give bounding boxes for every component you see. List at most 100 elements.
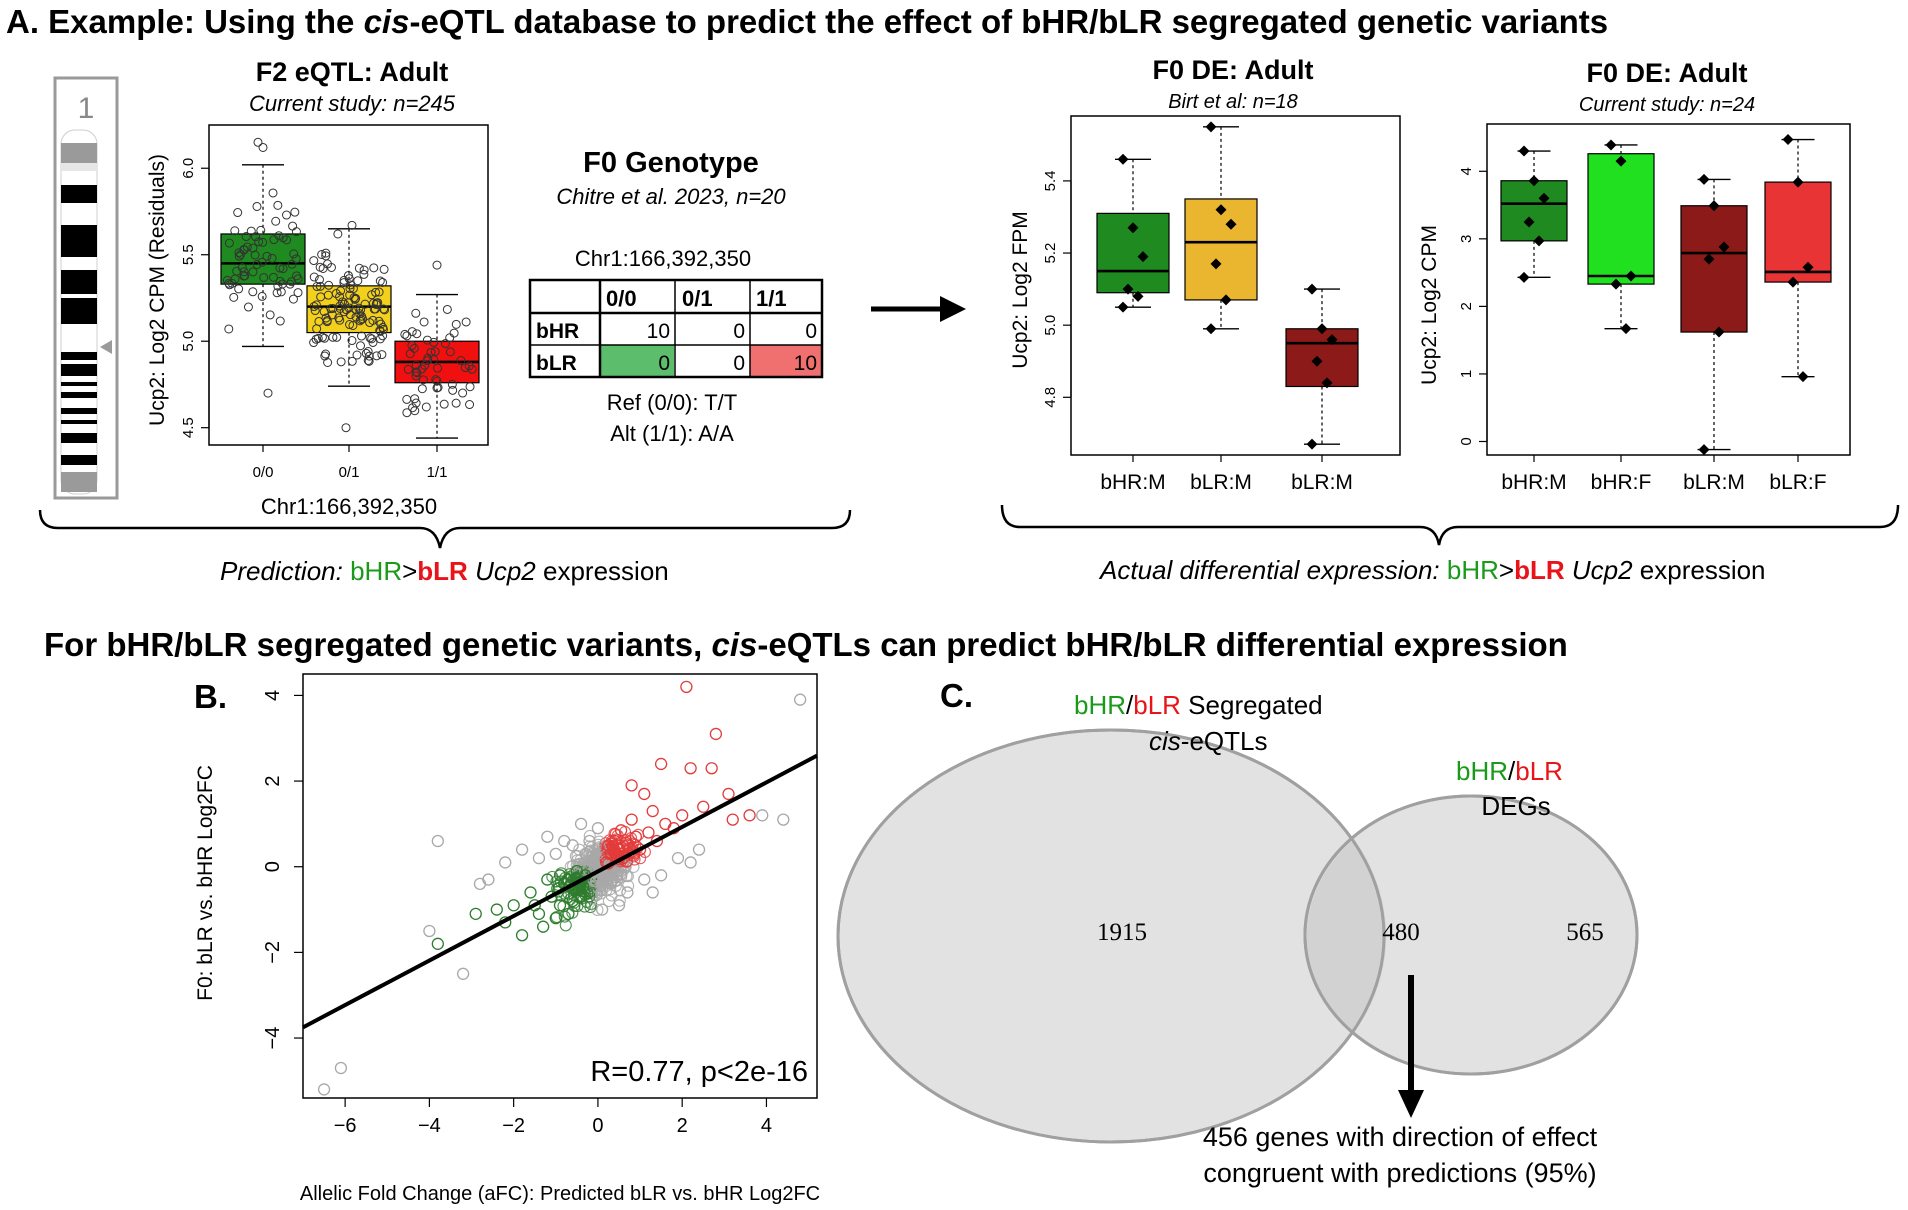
data-point (445, 347, 455, 357)
outlier-point (432, 260, 442, 270)
data-point (343, 271, 353, 281)
data-point (321, 313, 331, 323)
data-point (369, 263, 379, 273)
scatter-point (629, 830, 642, 843)
data-point (410, 394, 420, 404)
data-point (375, 276, 385, 286)
y-tick-label: 4 (1458, 167, 1475, 175)
panel-a-title: A. Example: Using the cis-eQTL database … (6, 3, 1608, 40)
data-point (248, 243, 258, 253)
box-2 (1680, 173, 1748, 456)
x-tick-label: bLR:M (1683, 471, 1745, 494)
data-point (465, 400, 475, 410)
scatter-fit (302, 753, 818, 1030)
data-point (445, 333, 455, 343)
data-point (373, 298, 383, 308)
scatter-point (638, 787, 651, 801)
data-point (348, 320, 358, 330)
data-point (239, 245, 249, 255)
data-point (234, 248, 244, 258)
genotype-ref: Ref (0/0): T/T (607, 390, 737, 415)
y-tick-label: 2 (1458, 302, 1475, 310)
data-point (378, 277, 388, 287)
brace-left (38, 509, 852, 549)
x-tick-label: 2 (677, 1115, 688, 1137)
y-tick-label: 5.2 (1042, 243, 1059, 264)
x-tick-label: −6 (334, 1115, 357, 1137)
scatter-point (617, 852, 630, 865)
data-point (407, 341, 417, 351)
scatter-point (593, 841, 606, 854)
scatter-point (583, 834, 596, 848)
data-point (1698, 173, 1710, 185)
data-point (239, 267, 249, 277)
box-1 (1587, 139, 1655, 335)
data-point (417, 384, 427, 394)
scatter-stat: R=0.77, p<2e-16 (590, 1056, 808, 1088)
scatter-point (553, 899, 567, 912)
data-point (273, 281, 283, 291)
data-point (355, 316, 365, 326)
geno-cell: 10 (647, 320, 670, 343)
data-point (467, 364, 477, 374)
data-point (320, 333, 330, 343)
data-point (360, 299, 370, 309)
data-point (442, 304, 452, 314)
brace-right (1000, 504, 1900, 546)
y-tick-label: 5.0 (1042, 315, 1059, 336)
de2-y-axis: 0 1 2 3 4 (1458, 167, 1488, 446)
cell-fill-hr (600, 345, 674, 378)
data-point (1306, 438, 1318, 450)
y-tick-label: −2 (262, 941, 284, 964)
data-point (322, 315, 332, 325)
data-point (403, 364, 413, 374)
box-iqr (1285, 328, 1359, 388)
data-point (286, 277, 296, 287)
scatter-point (684, 856, 697, 869)
data-point (400, 329, 410, 339)
eqtl-boxes (220, 137, 480, 439)
data-point (412, 329, 422, 339)
data-point (315, 262, 325, 272)
section-2-title: For bHR/bLR segregated genetic variants,… (44, 626, 1568, 663)
data-point (1518, 271, 1530, 283)
data-point (456, 356, 466, 366)
data-point (271, 216, 281, 226)
box-2 (394, 260, 480, 439)
scatter-point (614, 824, 628, 837)
data-point (275, 263, 285, 273)
data-point (1605, 139, 1617, 151)
data-point (1225, 218, 1237, 230)
data-point (1306, 283, 1318, 295)
data-point (432, 376, 442, 386)
data-point (1802, 261, 1814, 273)
y-tick-label: 1 (1458, 370, 1475, 378)
scatter-point (756, 809, 769, 822)
data-point (1220, 294, 1232, 306)
eqtl-x-axis: 0/0 0/1 1/1 (253, 445, 447, 481)
data-point (1625, 270, 1637, 282)
data-point (278, 233, 288, 243)
de2-boxes (1500, 134, 1832, 456)
data-point (225, 280, 235, 290)
scatter-point (431, 834, 444, 848)
scatter-point (620, 869, 633, 883)
genotype-locus: Chr1:166,392,350 (575, 246, 751, 271)
data-point (1137, 251, 1149, 263)
data-point (347, 356, 357, 366)
scatter-point (536, 920, 550, 933)
data-point (1703, 253, 1715, 265)
venn-diagram (836, 728, 1639, 1144)
de1-x-axis: bHR:M bLR:M bLR:M (1100, 455, 1353, 494)
outlier-point (341, 423, 351, 433)
scatter-point (559, 919, 572, 932)
venn-overlap-region (1306, 839, 1387, 1033)
data-point (1132, 290, 1144, 302)
x-tick-label: −4 (418, 1115, 441, 1137)
box-iqr (1587, 153, 1655, 285)
data-point (422, 356, 432, 366)
data-point (352, 350, 362, 360)
geno-cell: 0 (733, 352, 745, 375)
x-tick-label: bLR:F (1769, 471, 1826, 494)
scatter-point (638, 873, 651, 886)
